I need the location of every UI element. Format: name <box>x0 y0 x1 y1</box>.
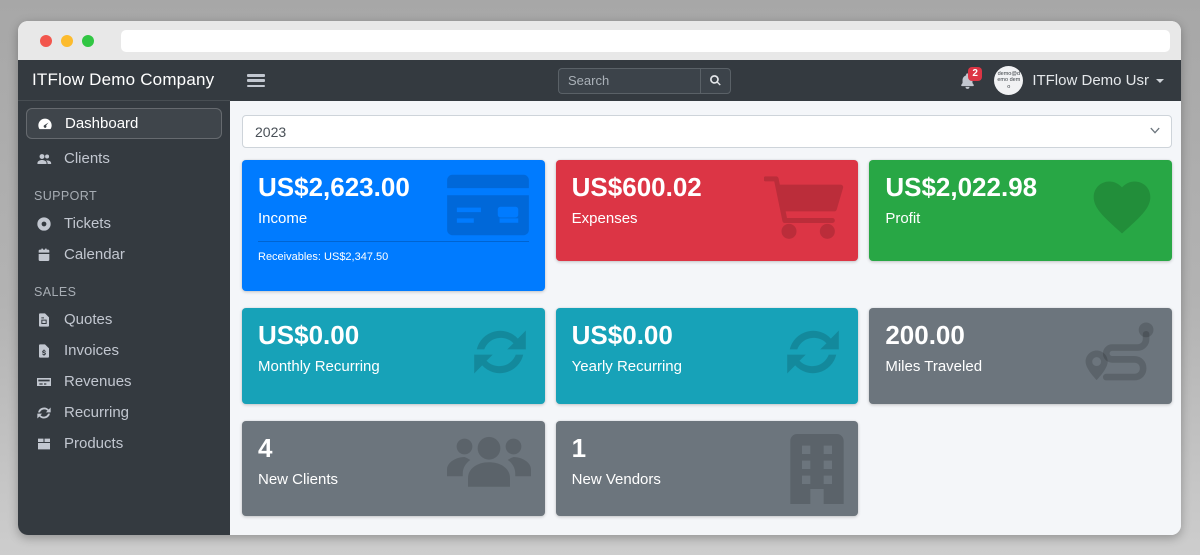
sidebar-item-label: Recurring <box>64 404 130 421</box>
dashboard-content: 2023 US$2,623.00 Income Receivables: US$… <box>230 101 1181 535</box>
heart-icon <box>1086 173 1158 241</box>
sidebar-item-label: Quotes <box>64 311 113 328</box>
card-value: 1 <box>571 433 587 463</box>
sidebar-item-label: Invoices <box>64 342 120 359</box>
building-icon <box>790 434 844 504</box>
yearly-recurring-card[interactable]: US$0.00 Yearly Recurring <box>555 308 859 404</box>
card-value: 4 <box>258 433 273 463</box>
life-ring-icon <box>33 216 54 232</box>
card-label: Profit <box>885 209 921 227</box>
sidebar-item-clients[interactable]: Clients <box>18 143 230 174</box>
new-vendors-card[interactable]: 1 New Vendors <box>555 421 859 516</box>
card-value: US$2,022.98 <box>885 172 1038 202</box>
traffic-lights <box>40 34 94 47</box>
top-navbar: 2 demo@demo demo ITFlow Demo Usr <box>230 60 1181 101</box>
sidebar-item-products[interactable]: Products <box>18 428 230 459</box>
search-icon <box>709 74 722 87</box>
sidebar-toggle-button[interactable] <box>247 74 265 87</box>
card-value: US$600.02 <box>571 172 702 202</box>
sidebar-item-label: Tickets <box>64 215 111 232</box>
card-value: US$2,623.00 <box>258 172 410 202</box>
card-divider <box>258 240 529 242</box>
card-label: Monthly Recurring <box>258 357 380 375</box>
sidebar-item-recurring[interactable]: Recurring <box>18 397 230 428</box>
browser-window: ITFlow Demo Company Dashboard Clients SU… <box>18 21 1181 535</box>
caret-down-icon <box>1156 78 1164 83</box>
sidebar: ITFlow Demo Company Dashboard Clients SU… <box>18 60 230 535</box>
monthly-recurring-card[interactable]: US$0.00 Monthly Recurring <box>242 308 545 404</box>
avatar[interactable]: demo@demo demo <box>994 66 1024 95</box>
close-button[interactable] <box>40 34 52 47</box>
card-footer: Receivables: US$2,347.50 <box>258 250 389 263</box>
card-label: New Clients <box>258 470 339 488</box>
search-input[interactable] <box>558 67 700 94</box>
card-value: US$0.00 <box>258 320 360 350</box>
sidebar-nav: Dashboard Clients SUPPORT Tickets Calend… <box>18 101 230 466</box>
year-select[interactable]: 2023 <box>242 115 1172 148</box>
user-menu[interactable]: ITFlow Demo Usr <box>1032 72 1164 89</box>
income-card[interactable]: US$2,623.00 Income Receivables: US$2,347… <box>242 160 545 291</box>
shopping-cart-icon <box>764 173 844 243</box>
minimize-button[interactable] <box>61 34 73 47</box>
navbar-search <box>558 67 731 94</box>
card-label: New Vendors <box>571 470 661 488</box>
year-filter: 2023 <box>242 115 1172 148</box>
users-icon <box>447 434 531 494</box>
sync-icon <box>469 321 531 383</box>
money-check-icon <box>33 374 54 390</box>
card-value: 200.00 <box>885 320 965 350</box>
notification-badge: 2 <box>968 67 982 81</box>
notifications-bell[interactable]: 2 <box>959 67 982 89</box>
profit-card[interactable]: US$2,022.98 Profit <box>869 160 1172 261</box>
card-value: US$0.00 <box>571 320 673 350</box>
sidebar-item-label: Products <box>64 435 124 452</box>
route-icon <box>1084 321 1158 383</box>
sidebar-item-revenues[interactable]: Revenues <box>18 366 230 397</box>
main-area: 2 demo@demo demo ITFlow Demo Usr 2023 <box>230 60 1181 535</box>
sidebar-item-calendar[interactable]: Calendar <box>18 239 230 270</box>
sidebar-item-dashboard[interactable]: Dashboard <box>26 108 222 139</box>
sidebar-brand[interactable]: ITFlow Demo Company <box>18 60 230 101</box>
users-icon <box>33 151 54 167</box>
box-icon <box>33 436 54 452</box>
avatar-text: demo@demo demo <box>997 70 1021 90</box>
expenses-card[interactable]: US$600.02 Expenses <box>555 160 859 261</box>
new-clients-card[interactable]: 4 New Clients <box>242 421 545 516</box>
card-label: Income <box>258 209 308 227</box>
tachometer-icon <box>34 116 55 132</box>
sidebar-item-label: Dashboard <box>65 115 139 132</box>
calendar-icon <box>33 247 54 263</box>
sync-icon <box>33 405 54 421</box>
sidebar-section-sales: SALES <box>34 285 77 299</box>
sidebar-item-quotes[interactable]: Quotes <box>18 304 230 335</box>
user-name: ITFlow Demo Usr <box>1032 72 1149 89</box>
search-button[interactable] <box>700 67 731 94</box>
url-bar[interactable] <box>121 29 1170 52</box>
sidebar-item-label: Clients <box>64 150 110 167</box>
app-root: ITFlow Demo Company Dashboard Clients SU… <box>18 60 1181 535</box>
card-label: Miles Traveled <box>885 357 983 375</box>
sidebar-item-label: Calendar <box>64 246 125 263</box>
file-invoice-dollar-icon <box>33 343 54 359</box>
sidebar-item-label: Revenues <box>64 373 132 390</box>
card-label: Expenses <box>571 209 638 227</box>
zoom-button[interactable] <box>82 34 94 47</box>
sidebar-item-tickets[interactable]: Tickets <box>18 208 230 239</box>
navbar-right: 2 demo@demo demo ITFlow Demo Usr <box>959 66 1164 95</box>
credit-card-icon <box>445 173 531 237</box>
miles-traveled-card[interactable]: 200.00 Miles Traveled <box>869 308 1172 404</box>
cards-grid: US$2,623.00 Income Receivables: US$2,347… <box>242 160 1172 516</box>
sidebar-item-invoices[interactable]: Invoices <box>18 335 230 366</box>
browser-chrome <box>18 21 1181 60</box>
card-label: Yearly Recurring <box>571 357 682 375</box>
file-invoice-icon <box>33 312 54 328</box>
sync-icon <box>782 321 844 383</box>
sidebar-section-support: SUPPORT <box>34 189 97 203</box>
